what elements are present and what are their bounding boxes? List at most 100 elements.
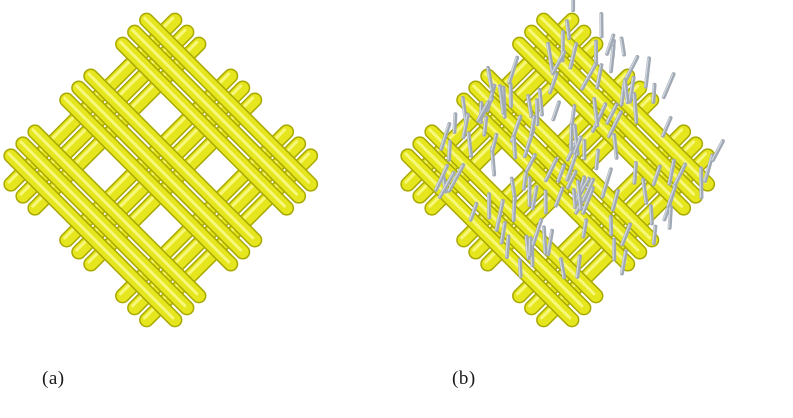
fiber xyxy=(605,33,616,56)
fiber xyxy=(620,222,633,247)
warp-yarn xyxy=(83,68,263,248)
fiber xyxy=(619,36,627,57)
fiber xyxy=(594,148,601,171)
fiber xyxy=(572,135,583,155)
fiber xyxy=(504,234,511,260)
fiber xyxy=(651,164,662,187)
fiber xyxy=(570,104,577,126)
warp-yarn xyxy=(3,148,183,328)
fiber xyxy=(543,157,559,183)
fiber xyxy=(497,84,506,115)
fiber xyxy=(581,177,596,203)
fiber xyxy=(619,249,628,276)
fiber xyxy=(581,186,595,215)
fiber xyxy=(537,87,544,117)
fiber xyxy=(511,134,518,160)
fiber xyxy=(632,161,638,185)
fiber xyxy=(507,55,520,85)
fiber xyxy=(569,121,574,151)
fiber xyxy=(627,75,636,104)
fiber xyxy=(648,204,654,226)
fiber xyxy=(437,170,456,199)
fiber-group xyxy=(434,0,725,280)
panel-a-label: (a) xyxy=(42,368,65,389)
fiber xyxy=(608,214,614,237)
fiber xyxy=(651,224,658,246)
fiber xyxy=(643,56,652,89)
warp-yarn xyxy=(59,92,239,272)
fiber xyxy=(490,132,499,153)
fiber xyxy=(511,195,517,223)
fiber xyxy=(499,220,507,245)
fiber xyxy=(605,102,619,125)
fiber xyxy=(543,189,548,215)
fiber xyxy=(534,98,540,127)
fiber xyxy=(661,72,676,100)
fiber xyxy=(553,186,565,208)
fiber xyxy=(565,169,578,190)
fiber xyxy=(546,228,555,257)
fiber xyxy=(593,39,599,67)
fiber xyxy=(595,63,604,90)
fiber xyxy=(660,116,673,138)
fiber xyxy=(592,96,600,128)
warp-yarn xyxy=(115,36,295,216)
warp-yarn xyxy=(27,124,207,304)
panel-a: (a) xyxy=(0,0,396,418)
fiber xyxy=(651,82,657,104)
warp-yarn xyxy=(139,12,319,192)
fiber xyxy=(541,225,548,255)
fiber xyxy=(667,205,673,230)
fiber xyxy=(623,54,640,83)
fiber xyxy=(527,176,532,208)
fiber xyxy=(568,41,579,70)
fiber xyxy=(508,82,513,109)
woven-fabric-diagram xyxy=(3,12,319,328)
warp-yarn xyxy=(127,24,307,204)
fiber xyxy=(525,153,537,173)
fiber xyxy=(571,0,576,13)
fiber xyxy=(672,162,688,188)
fiber xyxy=(581,218,589,239)
fiber xyxy=(666,184,678,208)
fiber xyxy=(575,179,583,211)
fiber xyxy=(632,92,639,124)
fiber xyxy=(439,122,452,151)
fiber xyxy=(487,192,492,220)
fiber xyxy=(580,62,598,91)
fiber xyxy=(529,114,537,136)
fiber xyxy=(468,201,479,222)
fiber xyxy=(599,12,604,39)
fiber xyxy=(622,78,630,105)
fiber xyxy=(565,19,572,41)
fiber xyxy=(531,217,544,247)
fiber xyxy=(486,66,494,93)
fiber xyxy=(526,94,534,119)
fiber xyxy=(494,198,505,232)
warp-yarn xyxy=(71,80,251,260)
fiber xyxy=(461,112,470,140)
fiber xyxy=(446,139,452,162)
fiber xyxy=(548,72,559,95)
fiber xyxy=(558,257,567,280)
fiber xyxy=(434,163,450,192)
fiber xyxy=(667,158,676,186)
warp-yarn xyxy=(400,148,580,328)
fiber xyxy=(476,100,491,123)
woven-fabric-with-fibers-diagram xyxy=(400,0,725,328)
yarn-group xyxy=(3,12,319,328)
fiber xyxy=(612,133,619,160)
panel-b: (b) xyxy=(397,0,793,418)
fiber xyxy=(466,131,474,158)
fiber xyxy=(452,112,458,134)
fiber xyxy=(550,49,567,76)
fiber xyxy=(447,163,466,193)
fiber xyxy=(710,139,725,162)
fiber xyxy=(521,170,529,191)
warp-yarn xyxy=(15,136,195,316)
fiber xyxy=(530,185,539,211)
fiber xyxy=(612,237,617,262)
fiber xyxy=(556,163,567,183)
fiber xyxy=(600,167,613,199)
panel-b-label: (b) xyxy=(452,368,476,389)
